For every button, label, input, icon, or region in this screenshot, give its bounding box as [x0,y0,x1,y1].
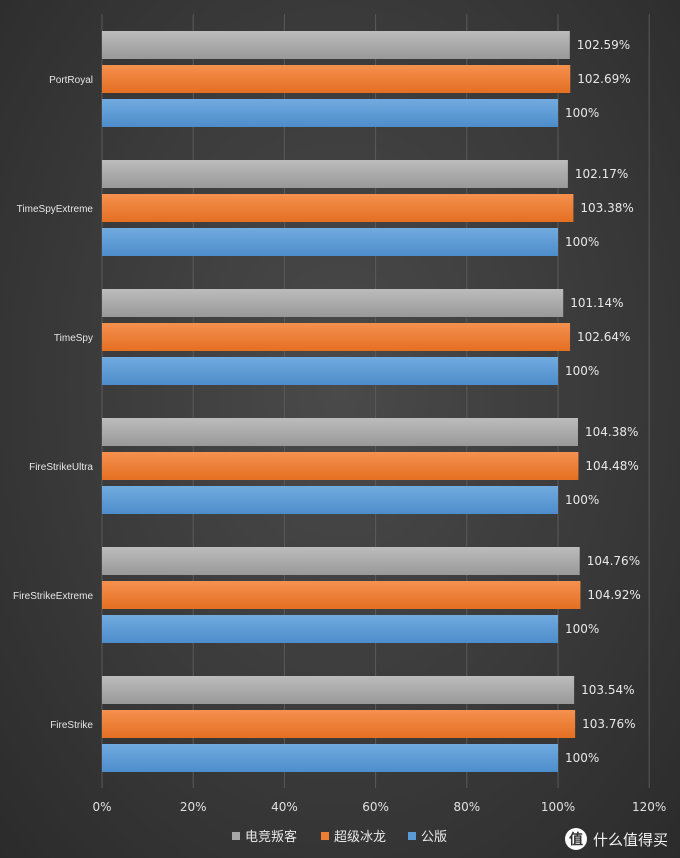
watermark: 值 什么值得买 [564,828,668,850]
bar-FireStrikeUltra-超级冰龙 [102,452,579,480]
data-label: 103.54% [581,683,634,697]
bar-FireStrikeUltra-公版 [102,486,558,514]
bar-TimeSpy-电竞叛客 [102,289,564,317]
data-label: 100% [565,106,599,120]
category-label: FireStrikeUltra [29,462,93,473]
bar-PortRoyal-电竞叛客 [102,31,570,59]
data-label: 102.64% [577,330,630,344]
x-tick-label: 60% [362,800,389,814]
category-label: TimeSpyExtreme [17,204,94,215]
data-label: 100% [565,364,599,378]
legend-label: 电竞叛客 [245,829,297,845]
bar-TimeSpyExtreme-超级冰龙 [102,194,574,222]
data-label: 100% [565,235,599,249]
category-label: PortRoyal [49,75,93,86]
data-label: 104.76% [587,554,640,568]
legend-swatch [321,832,329,840]
x-tick-label: 80% [453,800,480,814]
legend-label: 超级冰龙 [334,830,386,845]
data-label: 100% [565,622,599,636]
data-label: 102.59% [577,38,630,52]
data-label: 103.38% [580,201,633,215]
data-label: 104.48% [585,459,638,473]
watermark-text: 什么值得买 [592,830,668,849]
data-label: 102.17% [575,167,628,181]
bar-FireStrike-超级冰龙 [102,710,576,738]
bar-FireStrikeExtreme-公版 [102,615,558,643]
bar-FireStrike-公版 [102,744,558,772]
x-axis-tick-labels: 0% 20% 40% 60% 80% 100% 120% [92,800,666,814]
data-label: 100% [565,493,599,507]
category-label: FireStrike [50,720,93,731]
x-tick-label: 20% [180,800,207,814]
x-tick-label: 0% [92,800,111,814]
x-tick-label: 120% [632,800,666,814]
category-labels: PortRoyal TimeSpyExtreme TimeSpy FireStrike… [13,75,93,731]
data-label: 104.92% [587,588,640,602]
legend: 电竞叛客 超级冰龙 公版 [232,829,447,845]
bar-FireStrike-电竞叛客 [102,676,575,704]
data-label: 104.38% [585,425,638,439]
legend-swatch [232,832,240,840]
bar-PortRoyal-公版 [102,99,558,127]
watermark-badge-icon: 值 [564,828,587,850]
data-label: 103.76% [582,717,635,731]
bar-FireStrikeUltra-电竞叛客 [102,418,578,446]
data-label: 100% [565,751,599,765]
bars-group: 102.59% 102.69% 100% 102.17% 103.38% 100% 101.… [102,31,641,772]
bar-PortRoyal-超级冰龙 [102,65,571,93]
category-label: TimeSpy [54,333,93,344]
bar-TimeSpyExtreme-电竞叛客 [102,160,568,188]
legend-swatch [408,832,416,840]
legend-label: 公版 [421,830,447,845]
data-label: 102.69% [577,72,630,86]
bar-FireStrikeExtreme-超级冰龙 [102,581,581,609]
bar-TimeSpyExtreme-公版 [102,228,558,256]
x-tick-label: 40% [271,800,298,814]
bar-TimeSpy-超级冰龙 [102,323,571,351]
data-label: 101.14% [570,296,623,310]
category-label: FireStrikeExtreme [13,591,93,602]
gridlines [101,14,650,788]
x-tick-label: 100% [541,800,575,814]
bar-TimeSpy-公版 [102,357,558,385]
bar-FireStrikeExtreme-电竞叛客 [102,547,580,575]
